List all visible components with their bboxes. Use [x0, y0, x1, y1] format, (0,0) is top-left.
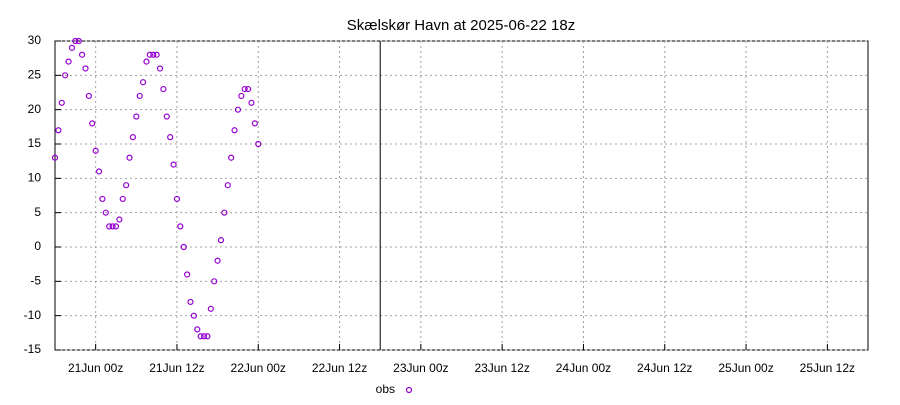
x-tick-label: 24Jun 00z	[556, 361, 611, 375]
point	[163, 113, 170, 120]
point	[126, 154, 133, 161]
point	[109, 223, 116, 230]
legend-label: obs	[376, 382, 395, 396]
x-tick-label: 25Jun 00z	[718, 361, 773, 375]
legend-marker	[405, 386, 413, 394]
point	[133, 113, 140, 120]
point	[58, 99, 65, 106]
point	[187, 298, 194, 306]
point	[95, 168, 103, 175]
point	[228, 154, 235, 161]
y-tick-label: -10	[24, 308, 42, 322]
point	[214, 257, 221, 264]
point	[99, 195, 106, 203]
point	[102, 209, 109, 216]
point	[167, 134, 174, 141]
x-tick-label: 23Jun 00z	[393, 361, 448, 375]
point	[129, 134, 137, 141]
x-tick-label: 21Jun 12z	[149, 361, 204, 375]
point	[89, 120, 96, 127]
point	[106, 223, 113, 230]
x-tick-label: 22Jun 12z	[312, 361, 367, 375]
point	[153, 51, 160, 58]
point	[116, 216, 123, 223]
point	[146, 51, 153, 58]
y-tick-label: 30	[28, 33, 42, 47]
point	[200, 333, 208, 340]
point	[92, 147, 99, 154]
point	[119, 195, 126, 203]
point	[180, 243, 187, 251]
point	[82, 65, 89, 72]
point	[62, 72, 69, 79]
x-tick-label: 25Jun 12z	[800, 361, 855, 375]
point	[224, 182, 231, 189]
point	[156, 65, 164, 72]
point	[78, 51, 86, 58]
point	[85, 92, 92, 100]
point	[248, 99, 255, 106]
point	[65, 58, 72, 65]
point	[160, 85, 167, 93]
point	[217, 237, 225, 244]
point	[251, 120, 258, 127]
y-tick-label: 5	[34, 205, 41, 219]
point	[221, 209, 228, 216]
point	[234, 106, 242, 113]
x-tick-label: 22Jun 00z	[231, 361, 286, 375]
y-tick-label: 0	[34, 239, 41, 253]
point	[68, 44, 76, 51]
point	[123, 182, 130, 189]
y-tick-label: 15	[28, 136, 42, 150]
point	[211, 278, 218, 285]
point	[177, 223, 184, 230]
y-tick-label: 20	[28, 102, 42, 116]
point	[51, 154, 59, 161]
y-tick-label: 10	[28, 171, 42, 185]
point	[238, 92, 245, 100]
point	[112, 223, 120, 230]
point	[150, 51, 157, 58]
point	[241, 85, 248, 93]
y-tick-label: -15	[24, 342, 42, 356]
point	[194, 326, 201, 333]
point	[231, 127, 238, 134]
y-tick-label: 25	[28, 68, 42, 82]
point	[143, 58, 150, 65]
point	[244, 85, 252, 93]
point	[72, 37, 79, 45]
chart-title: Skælskør Havn at 2025-06-22 18z	[347, 17, 575, 34]
x-tick-label: 21Jun 00z	[68, 361, 123, 375]
point	[55, 127, 62, 134]
point	[204, 333, 211, 340]
x-tick-label: 24Jun 12z	[637, 361, 692, 375]
point	[255, 140, 262, 148]
x-tick-label: 23Jun 12z	[474, 361, 529, 375]
point	[170, 161, 177, 168]
point	[184, 271, 191, 278]
point	[190, 312, 197, 319]
point	[207, 305, 214, 312]
point	[173, 195, 181, 203]
point	[197, 333, 204, 340]
point	[75, 37, 82, 45]
point	[136, 92, 143, 100]
point	[139, 79, 147, 86]
y-tick-label: -5	[30, 274, 41, 288]
